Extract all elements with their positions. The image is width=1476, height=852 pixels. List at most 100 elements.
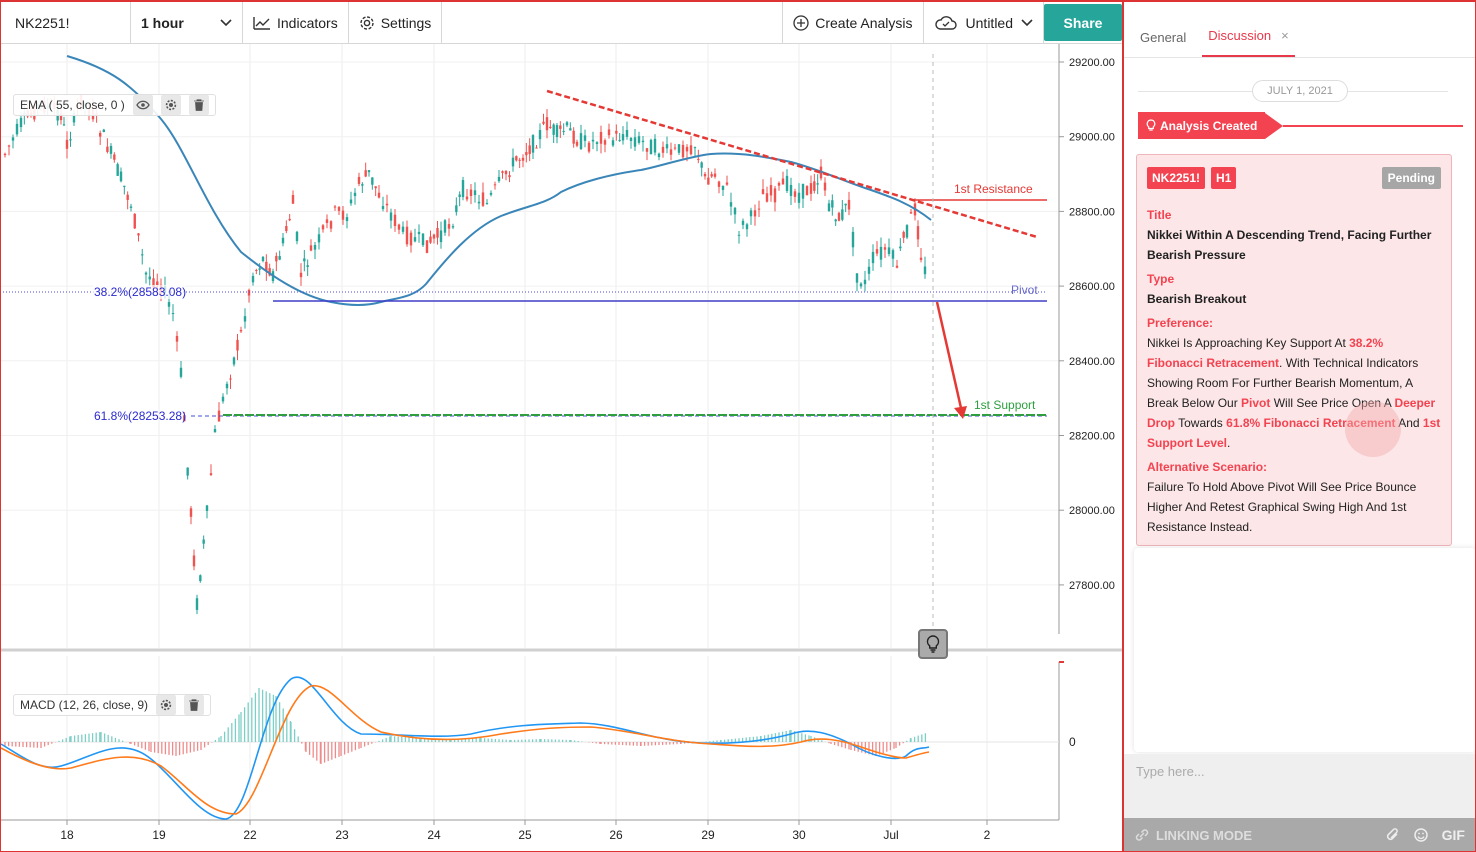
candle-body [879,246,883,260]
trash-icon[interactable] [184,695,205,715]
analysis-card[interactable]: NK2251! H1 Pending Title Nikkei Within A… [1136,154,1452,546]
chevron-down-icon [1021,18,1033,26]
candle-body [841,209,844,220]
candle-body [837,212,841,221]
attachment-icon[interactable] [1386,828,1400,842]
idea-button[interactable] [918,629,948,659]
settings-button[interactable]: Settings [349,2,443,43]
candle-body [729,202,733,207]
tab-discussion[interactable]: Discussion × [1202,28,1295,57]
symbol-selector[interactable]: NK2251! [1,2,131,43]
date-tick-label: 30 [792,828,806,842]
candle-body [785,175,789,191]
candle-body [618,139,621,141]
lightbulb-icon [1146,119,1156,131]
gear-icon[interactable] [160,95,181,115]
date-tick-label: 24 [427,828,441,842]
projection-arrow [935,301,963,409]
candle-body [432,234,436,239]
descending-trendline [546,89,1038,239]
candle-body [562,130,565,132]
candle-body [353,192,357,197]
candle-body [615,130,618,134]
interval-label: 1 hour [141,14,184,31]
close-icon[interactable]: × [1281,28,1289,43]
candle-body [645,148,649,152]
panel-tabs: General Discussion × [1124,2,1475,58]
layout-dropdown[interactable]: Untitled [924,2,1044,43]
emoji-icon[interactable] [1413,828,1428,842]
candle-body [831,200,834,208]
chart-canvas[interactable]: 1st Resistance 38.2%(28583.08) Pivot 61.… [1,44,1122,852]
candle-body [321,225,325,230]
candle-body [148,276,151,280]
create-analysis-label: Create Analysis [815,14,913,31]
candle-body [508,175,511,178]
candle-body [555,125,559,138]
candle-body [19,117,23,128]
candle-body [887,247,891,255]
candle-body [707,177,710,185]
candle-body [633,137,637,147]
message-input[interactable]: Type here... [1124,754,1475,818]
candle-body [757,208,761,210]
candle-body [364,170,367,177]
date-text: JULY 1, 2021 [1267,85,1333,97]
tag-line [1283,124,1464,127]
create-analysis-button[interactable]: Create Analysis [783,2,924,43]
discussion-feed [1134,548,1475,752]
tab-general[interactable]: General [1134,30,1192,57]
candle-body [15,123,19,135]
message-placeholder: Type here... [1136,764,1205,779]
preference-label: Preference: [1147,316,1214,330]
candle-body [847,199,851,210]
interval-dropdown[interactable]: 1 hour [131,2,243,43]
candle-body [447,224,451,229]
candle-body [116,164,119,176]
trash-icon[interactable] [188,95,209,115]
candle-body [144,272,148,275]
candle-body [689,145,693,155]
date-tick-label: 29 [701,828,715,842]
candle-body [156,281,159,286]
candle-body [119,171,123,182]
candle-body [443,220,447,233]
candle-body [377,192,381,198]
candle-body [813,181,816,191]
title-value: Nikkei Within A Descending Trend, Facing… [1147,228,1432,262]
candle-body [281,237,285,244]
candle-body [285,226,288,232]
cursor-highlight [1345,401,1401,457]
price-tick-label: 28200.00 [1069,431,1115,443]
candle-body [313,245,317,250]
gif-button[interactable]: GIF [1441,827,1465,843]
candle-body [65,139,69,149]
macd-signal-line [1,685,930,815]
candle-body [288,218,291,221]
candle-body [374,186,377,189]
candle-body [575,141,579,146]
gear-icon[interactable] [156,695,177,715]
eye-icon[interactable] [132,95,153,115]
candle-body [673,147,677,149]
tab-discussion-label: Discussion [1208,28,1272,43]
tab-general-label: General [1140,30,1187,45]
candle-body [851,231,855,248]
candle-body [309,245,313,251]
fib-618-label: 61.8%(28253.28) [94,409,186,423]
link-icon[interactable] [1134,827,1150,843]
candle-body [569,128,572,131]
share-button[interactable]: Share [1044,4,1122,41]
candle-body [871,251,875,264]
candle-body [916,226,920,240]
linking-mode-label: LINKING MODE [1156,827,1253,843]
candle-body [261,256,265,261]
candle-body [909,212,913,214]
candle-body [661,146,665,153]
preference-text: Nikkei Is Approaching Key Support At 38.… [1147,336,1441,450]
candle-body [195,598,199,610]
candle-body [875,249,879,254]
price-chart[interactable]: 1st Resistance 38.2%(28583.08) Pivot 61.… [1,44,1122,852]
indicators-button[interactable]: Indicators [243,2,349,43]
candle-body [255,270,258,272]
